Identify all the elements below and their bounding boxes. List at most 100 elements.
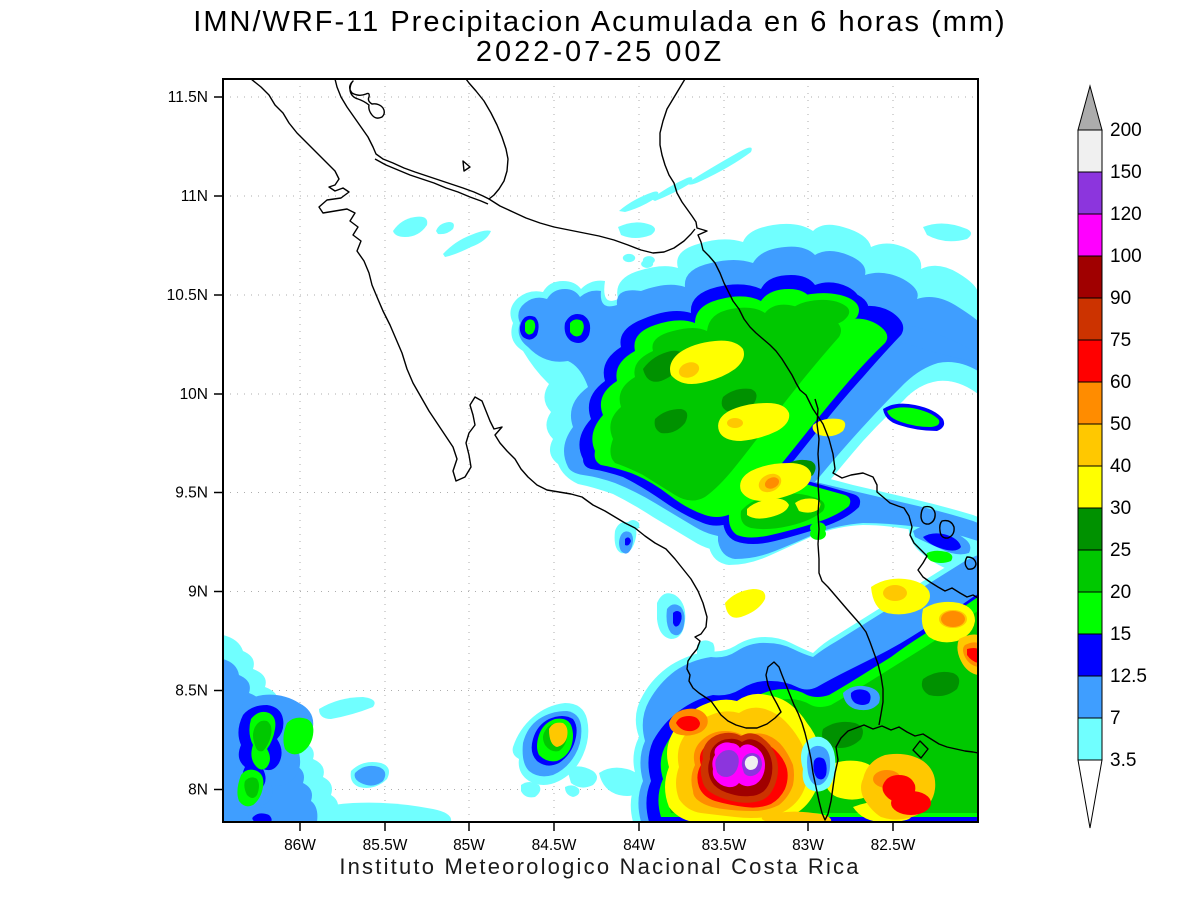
lon-tick-label: 85W	[453, 837, 485, 854]
chiriqui-island	[912, 740, 929, 759]
lat-tick-label: 11.5N	[168, 89, 208, 106]
colorbar-segment	[1077, 339, 1103, 383]
lat-tick-label: 11N	[181, 188, 208, 205]
colorbar-segment	[1077, 129, 1103, 173]
lat-tick-label: 9.5N	[175, 485, 208, 502]
precip-contour	[725, 589, 766, 618]
golfo-dulce-cell-blue	[813, 757, 827, 780]
colorbar-label: 15	[1110, 624, 1131, 645]
precipitation-field	[223, 147, 978, 822]
colorbar-label: 120	[1110, 204, 1142, 225]
lon-tick-label: 86W	[284, 837, 316, 854]
colorbar-segment	[1077, 507, 1103, 551]
precip-contour	[921, 671, 960, 697]
precip-contour	[967, 648, 978, 663]
colorbar-label: 12.5	[1110, 666, 1147, 687]
colorbar-segment	[1077, 717, 1103, 761]
precip-contour	[891, 791, 931, 815]
plot-frame	[222, 78, 979, 823]
precip-contour	[887, 407, 940, 427]
precip-contour	[764, 477, 780, 489]
bocas-island-3	[964, 556, 977, 570]
colorbar-label: 100	[1110, 246, 1142, 267]
precip-contour	[673, 611, 682, 627]
lake-nicaragua-shore	[334, 79, 509, 200]
figure-title: IMN/WRF-11 Precipitacion Acumulada en 6 …	[193, 6, 1007, 38]
colorbar-segment	[1077, 633, 1103, 677]
precip-contour	[941, 611, 965, 627]
precip-contour	[795, 498, 821, 513]
ometepe-island	[349, 80, 385, 119]
precip-contour	[923, 223, 971, 242]
colorbar-label: 60	[1110, 372, 1131, 393]
colorbar-segment	[1077, 675, 1103, 719]
colorbar-label: 30	[1110, 498, 1131, 519]
lon-tick-label: 84.5W	[532, 837, 577, 854]
precip-contour	[525, 319, 536, 335]
precip-contour	[676, 716, 700, 732]
bocas-island-2	[939, 519, 955, 539]
precip-contour	[923, 533, 961, 551]
lon-tick-label: 84W	[623, 837, 655, 854]
precip-contour	[619, 191, 659, 212]
axis-labels: 11.5N 11N 10.5N 10N 9.5N 9N 8.5N 8N 86W 85.5W 85W 8…	[167, 89, 916, 854]
precip-contour	[822, 721, 863, 748]
precip-contour	[283, 717, 314, 755]
colorbar-label: 50	[1110, 414, 1131, 435]
precip-contour	[443, 230, 491, 257]
san-juan-river	[488, 198, 696, 254]
precip-contour	[926, 550, 953, 563]
nicaragua-border-line	[374, 158, 489, 205]
colorbar-segment	[1077, 423, 1103, 467]
precip-contour	[244, 777, 259, 798]
lon-tick-label: 82.5W	[871, 837, 916, 854]
precip-contour	[697, 640, 715, 661]
precip-contour	[570, 319, 584, 337]
precip-contour	[549, 722, 568, 747]
precip-contour	[599, 767, 642, 796]
colorbar-label: 90	[1110, 288, 1131, 309]
colorbar: 200 150 120 100 90 75 60 50 40 30 25 20 15 12.5 7 3.5	[1077, 84, 1147, 829]
precip-contour	[883, 585, 907, 601]
precip-contour	[787, 299, 850, 331]
coastlines	[250, 79, 978, 821]
precip-contour	[354, 765, 386, 786]
precip-contour	[678, 362, 700, 378]
colorbar-segment	[1077, 549, 1103, 593]
precip-level-150-200	[744, 755, 758, 770]
footer-caption: Instituto Meteorologico Nacional Costa R…	[339, 854, 861, 879]
lat-tick-label: 10N	[180, 386, 208, 403]
lake-islet	[462, 160, 471, 172]
colorbar-label: 25	[1110, 540, 1131, 561]
lon-tick-label: 83W	[792, 837, 824, 854]
precip-contour	[810, 522, 826, 540]
colorbar-label: 3.5	[1110, 750, 1136, 771]
precip-contour	[567, 766, 597, 788]
colorbar-segment	[1077, 255, 1103, 299]
precip-contour	[812, 418, 846, 437]
lon-tick-label: 85.5W	[363, 837, 408, 854]
precip-contour	[393, 216, 428, 237]
precip-contour	[744, 755, 758, 770]
pacific-coast	[250, 79, 978, 821]
colorbar-segment	[1077, 381, 1103, 425]
lat-tick-label: 8N	[188, 782, 208, 799]
colorbar-under-arrow	[1077, 759, 1103, 829]
precip-contour	[654, 409, 688, 434]
colorbar-segment	[1077, 465, 1103, 509]
precip-contour	[565, 785, 580, 797]
precip-contour	[521, 782, 541, 798]
precip-contour	[718, 403, 790, 441]
panama-border	[814, 398, 884, 726]
precip-contour	[618, 222, 655, 238]
map-plot: 11.5N 11N 10.5N 10N 9.5N 9N 8.5N 8N 86W 85.5W 85W 8…	[167, 78, 979, 854]
colorbar-segment	[1077, 213, 1103, 257]
precip-contour	[715, 750, 739, 777]
bocas-island-1	[920, 505, 936, 525]
inland-blue-patch-blue	[850, 689, 871, 705]
precip-contour	[283, 802, 452, 822]
precip-contour	[622, 253, 655, 268]
precip-contour	[436, 222, 454, 235]
